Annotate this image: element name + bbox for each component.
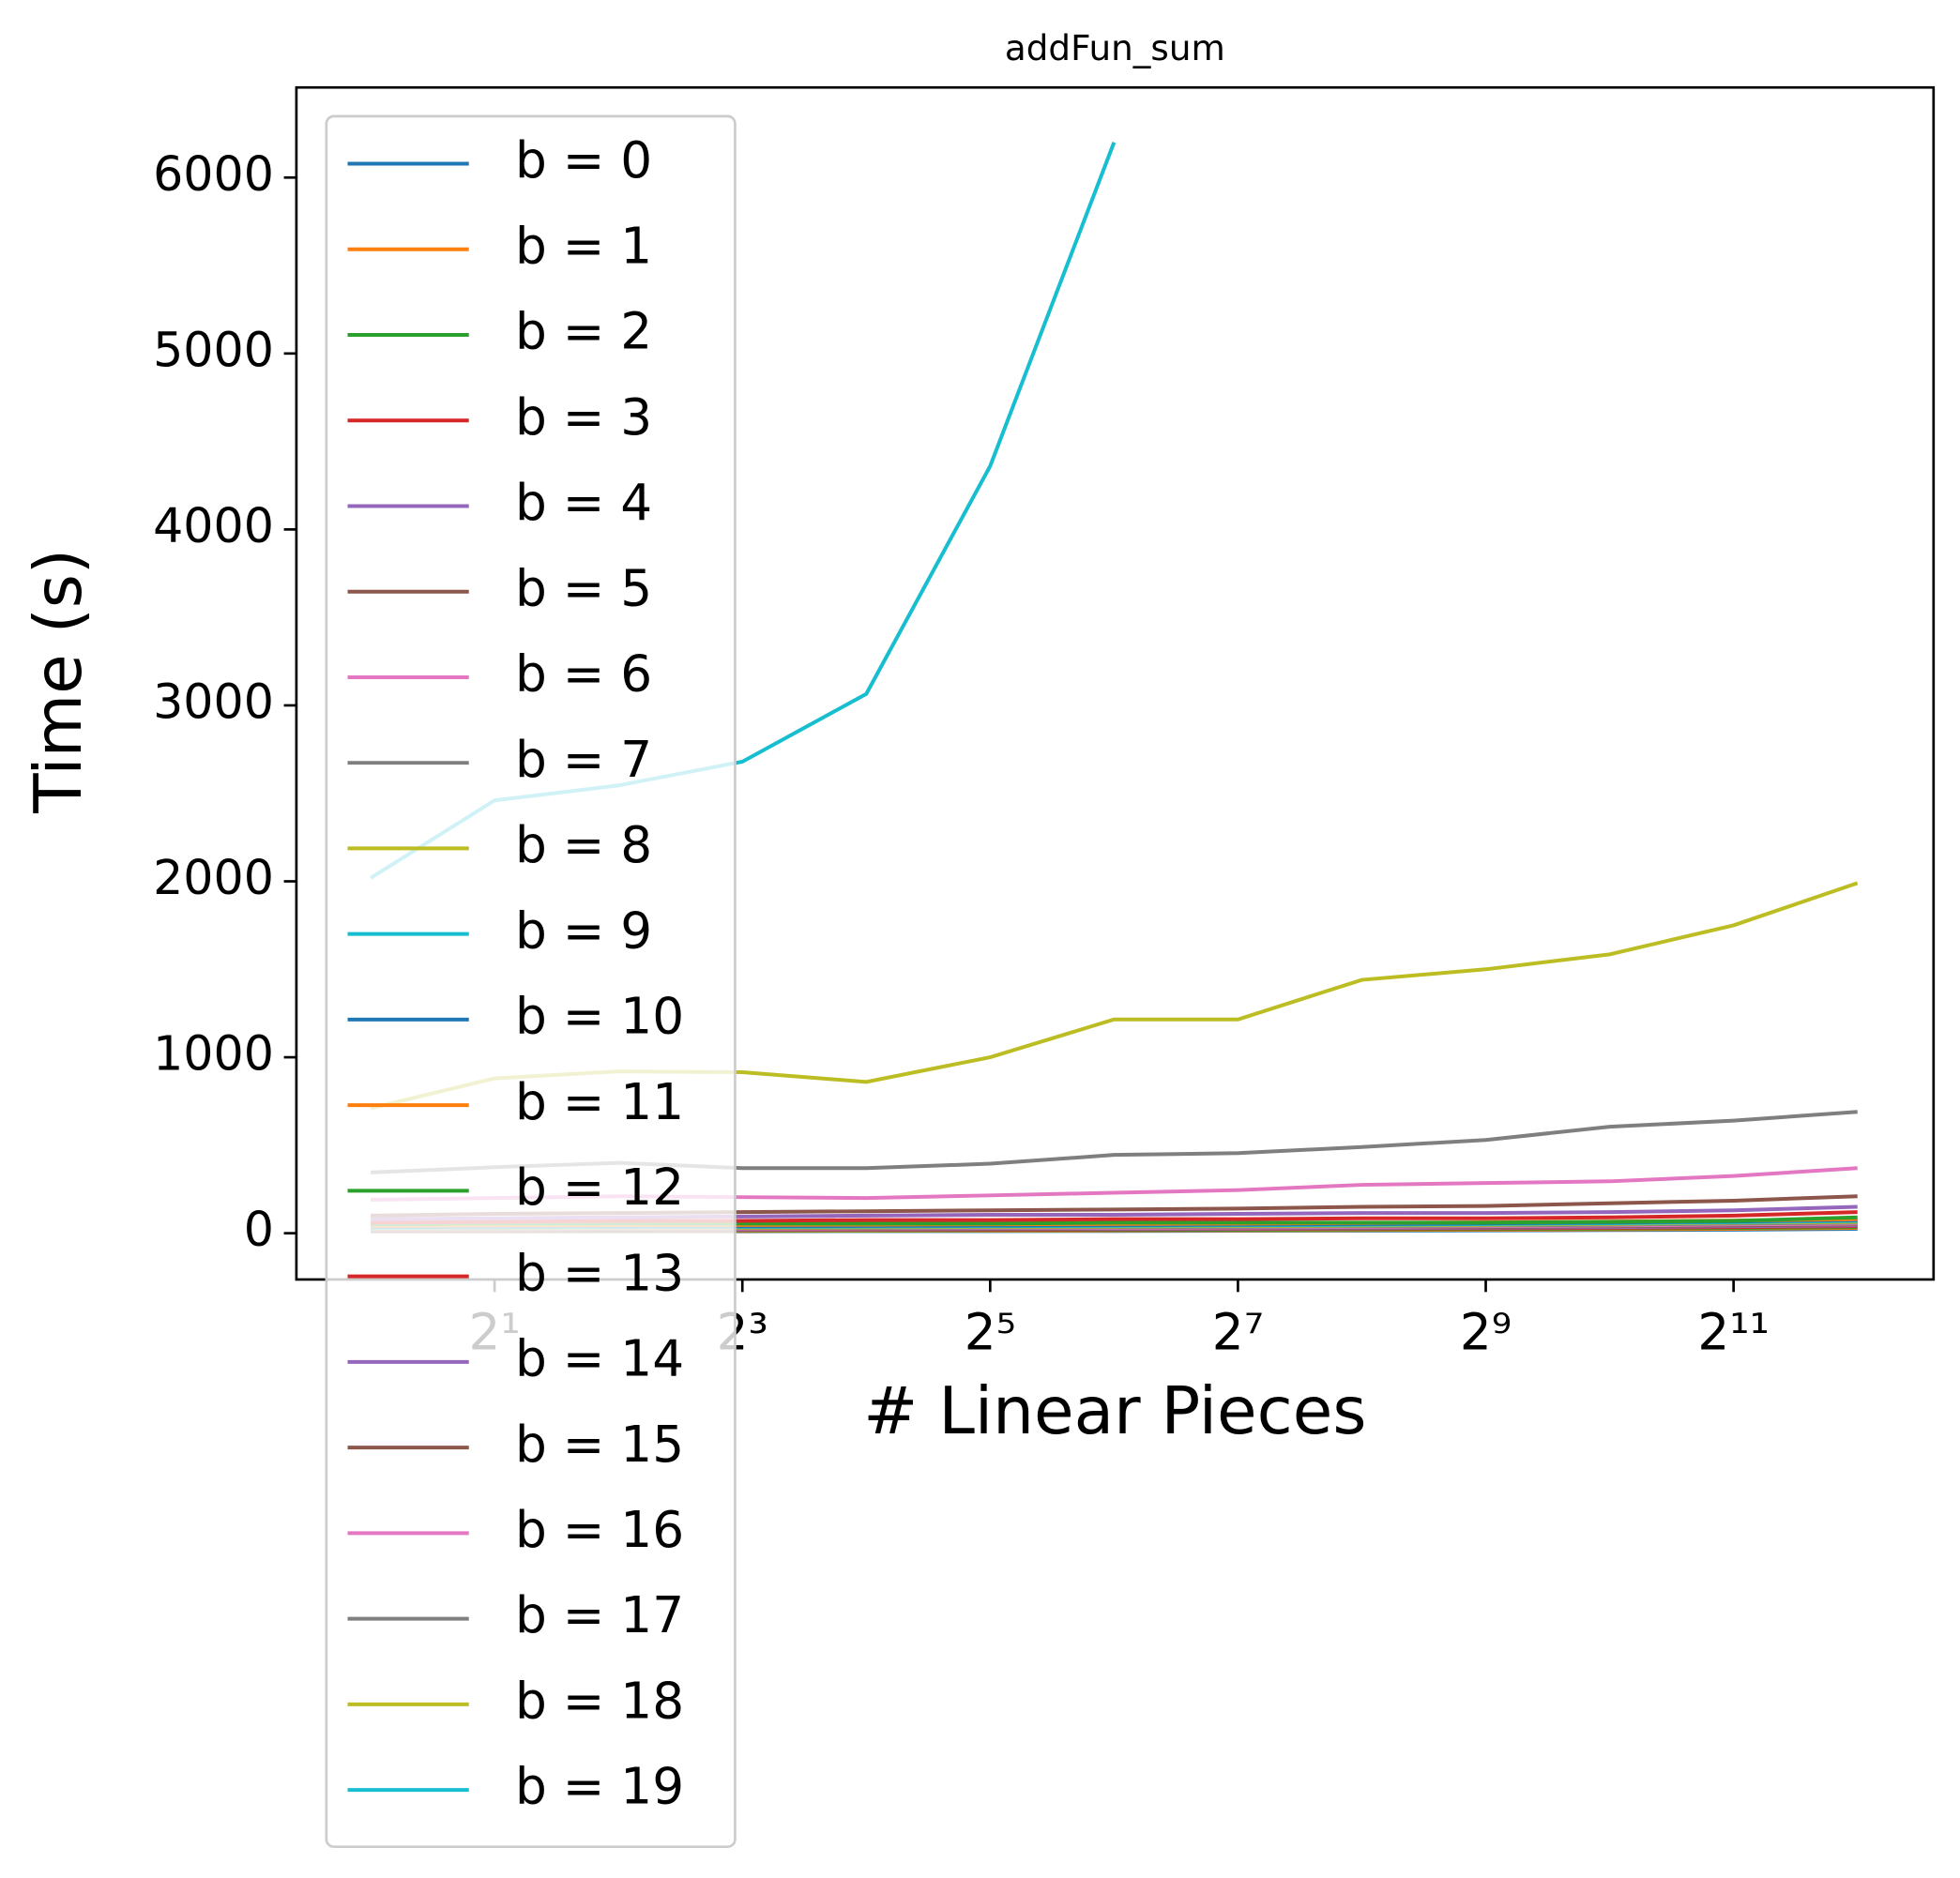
legend-label: b = 14: [515, 1330, 684, 1388]
plot-frame: [295, 85, 1936, 1281]
legend-label: b = 3: [515, 388, 652, 447]
y-tick-label: 4000: [153, 498, 274, 553]
y-tick-label: 3000: [153, 674, 274, 729]
legend-label: b = 1: [515, 217, 652, 275]
chart-title: addFun_sum: [1005, 27, 1225, 68]
legend-label: b = 6: [515, 645, 652, 704]
legend-label: b = 11: [515, 1073, 684, 1131]
legend-label: b = 16: [515, 1501, 684, 1559]
legend-label: b = 7: [515, 731, 652, 789]
y-tick-label: 2000: [153, 850, 274, 905]
legend-label: b = 19: [515, 1758, 684, 1816]
x-tick-label: 2⁷: [1212, 1304, 1264, 1362]
y-tick-label: 6000: [153, 146, 274, 202]
legend-label: b = 2: [515, 303, 652, 361]
legend-label: b = 13: [515, 1244, 684, 1302]
x-tick-label: 2¹¹: [1697, 1304, 1770, 1362]
legend-label: b = 9: [515, 901, 652, 960]
y-tick-label: 1000: [153, 1026, 274, 1082]
y-tick-label: 0: [244, 1202, 274, 1257]
legend-label: b = 4: [515, 474, 652, 532]
legend-label: b = 12: [515, 1159, 684, 1217]
y-tick-label: 5000: [153, 322, 274, 377]
legend-label: b = 8: [515, 816, 652, 874]
y-axis-label: Time (s): [22, 549, 97, 814]
legend-label: b = 10: [515, 988, 684, 1046]
x-tick-label: 2⁹: [1460, 1304, 1512, 1362]
x-tick-label: 2⁵: [965, 1304, 1016, 1362]
legend-label: b = 0: [515, 131, 652, 189]
legend-label: b = 15: [515, 1416, 684, 1474]
legend-label: b = 17: [515, 1586, 684, 1644]
x-axis-label: # Linear Pieces: [863, 1374, 1366, 1449]
legend-label: b = 18: [515, 1672, 684, 1730]
legend-box: [325, 114, 737, 1849]
legend-label: b = 5: [515, 559, 652, 617]
